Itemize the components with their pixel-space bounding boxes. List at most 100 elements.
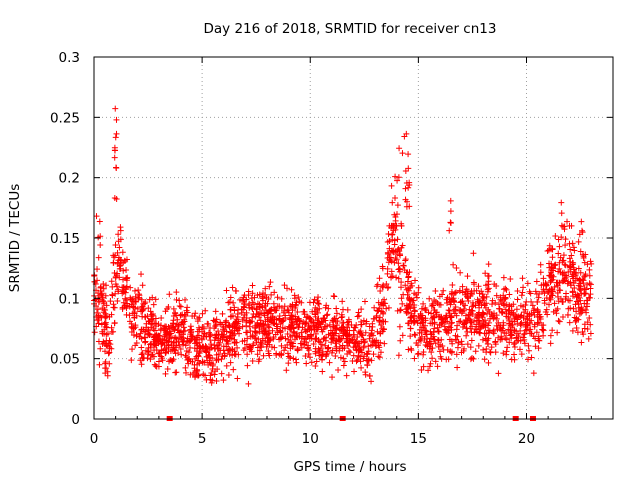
data-point (392, 173, 399, 180)
data-point (355, 343, 362, 350)
data-point (557, 254, 564, 261)
data-point (469, 354, 476, 361)
data-point (570, 280, 577, 287)
data-point (126, 312, 133, 319)
data-point (521, 330, 528, 337)
data-point (330, 292, 337, 299)
data-point (166, 330, 173, 337)
data-point (199, 310, 206, 317)
data-point (564, 311, 571, 318)
data-point (380, 300, 387, 307)
data-point (389, 231, 396, 238)
data-point (396, 268, 403, 275)
data-point (122, 295, 129, 302)
data-point (257, 339, 264, 346)
data-point (514, 315, 521, 322)
grid-lines (94, 57, 613, 419)
data-point (411, 331, 418, 338)
data-point (258, 303, 265, 310)
data-point (397, 337, 404, 344)
data-point (186, 355, 193, 362)
data-point (467, 344, 474, 351)
data-point (322, 353, 329, 360)
data-point (291, 329, 298, 336)
data-point (533, 290, 540, 297)
data-point (401, 267, 408, 274)
data-point (315, 315, 322, 322)
data-point (383, 305, 390, 312)
data-point (138, 271, 145, 278)
data-point (477, 325, 484, 332)
data-point (472, 348, 479, 355)
data-point (148, 316, 155, 323)
data-point (371, 304, 378, 311)
data-point (293, 318, 300, 325)
data-point (377, 330, 384, 337)
data-point (492, 349, 499, 356)
data-point (298, 344, 305, 351)
data-point (377, 288, 384, 295)
data-point (172, 350, 179, 357)
data-point (114, 270, 121, 277)
data-point (192, 336, 199, 343)
data-point (175, 321, 182, 328)
data-point (565, 305, 572, 312)
data-point (453, 312, 460, 319)
data-point (457, 318, 464, 325)
data-point (502, 295, 509, 302)
data-point (535, 294, 542, 301)
data-point (333, 310, 340, 317)
data-point (370, 339, 377, 346)
data-point (231, 348, 238, 355)
data-point (530, 370, 537, 377)
data-point (243, 322, 250, 329)
data-point (207, 332, 214, 339)
data-point (245, 292, 252, 299)
data-point (436, 293, 443, 300)
data-point (199, 358, 206, 365)
data-point (266, 283, 273, 290)
data-point (448, 338, 455, 345)
data-point (564, 218, 571, 225)
data-point (543, 306, 550, 313)
data-point (289, 307, 296, 314)
data-point (215, 332, 222, 339)
data-point (151, 327, 158, 334)
data-point (389, 199, 396, 206)
data-point (192, 310, 199, 317)
data-point (546, 301, 553, 308)
data-point (216, 339, 223, 346)
data-point (532, 343, 539, 350)
data-point (289, 301, 296, 308)
data-point (377, 349, 384, 356)
data-point (172, 369, 179, 376)
data-point (436, 348, 443, 355)
data-point (508, 329, 515, 336)
data-point (182, 296, 189, 303)
data-point (311, 327, 318, 334)
data-point (114, 259, 121, 266)
data-point (537, 269, 544, 276)
data-point (126, 303, 133, 310)
data-point (317, 345, 324, 352)
data-point (398, 279, 405, 286)
data-point (249, 306, 256, 313)
data-point (259, 335, 266, 342)
data-point (382, 318, 389, 325)
data-point (200, 325, 207, 332)
data-point (94, 306, 101, 313)
data-point (405, 273, 412, 280)
data-point (566, 255, 573, 262)
data-point (360, 317, 367, 324)
data-point (150, 301, 157, 308)
data-point (386, 245, 393, 252)
data-point (503, 301, 510, 308)
data-point (446, 307, 453, 314)
data-point (210, 317, 217, 324)
data-point (238, 309, 245, 316)
data-point (341, 358, 348, 365)
data-point (420, 351, 427, 358)
data-point (438, 355, 445, 362)
data-point (187, 338, 194, 345)
data-point (440, 287, 447, 294)
